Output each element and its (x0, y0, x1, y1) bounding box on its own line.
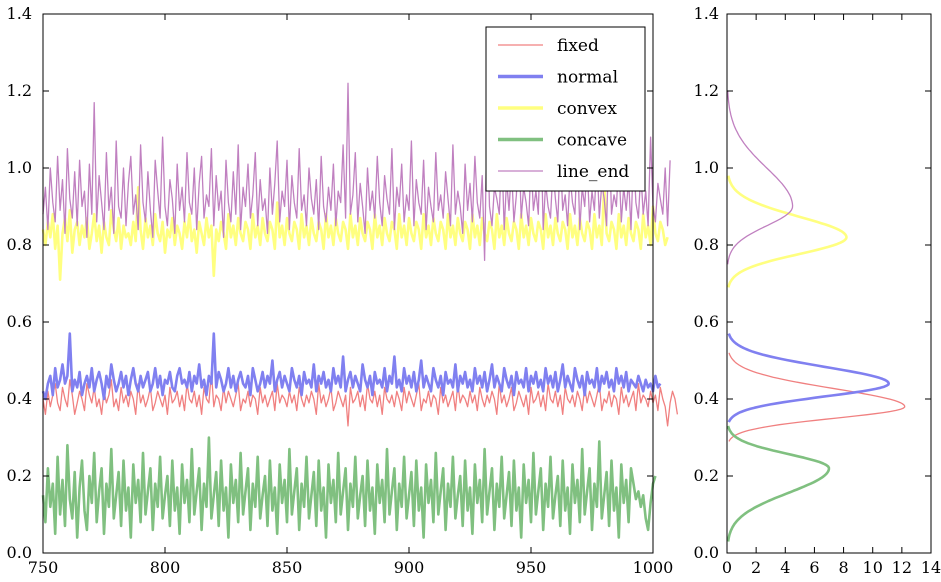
main-series-group (41, 82, 679, 539)
series-line-convex (41, 182, 669, 282)
legend: fixed normal convex concave line_end (485, 26, 646, 192)
y-tick-label: 1.4 (7, 4, 32, 23)
x-tick-label: 900 (394, 558, 425, 577)
y-tick-label: 0.8 (7, 235, 32, 254)
density-x-tick-label: 14 (921, 558, 941, 577)
x-tick-label: 950 (516, 558, 547, 577)
main-plot-frame (42, 13, 654, 554)
density-x-axis: 0 2 4 6 8 10 12 14 (722, 14, 941, 577)
legend-label-line-end: line_end (557, 162, 629, 182)
density-x-tick-label: 0 (722, 558, 732, 577)
density-line-line-end (727, 90, 794, 265)
y-tick-label: 0.6 (7, 312, 32, 331)
density-y-tick-label: 0.2 (694, 466, 719, 485)
density-line-normal (727, 333, 891, 423)
legend-label-convex: convex (557, 99, 617, 119)
series-line-line-end (42, 82, 671, 262)
density-series-group (726, 90, 906, 542)
density-x-tick-label: 6 (809, 558, 819, 577)
density-panel: 0 2 4 6 8 10 12 14 0.0 0.2 0.4 0.6 0.8 1.0 1.2 1.4 (694, 4, 941, 577)
legend-label-normal: normal (557, 68, 618, 88)
y-tick-label: 0.2 (7, 466, 32, 485)
density-line-concave (726, 425, 831, 542)
density-x-tick-label: 10 (863, 558, 883, 577)
main-y-axis: 0.0 0.2 0.4 0.6 0.8 1.0 1.2 1.4 (7, 4, 653, 562)
density-y-tick-label: 0.6 (694, 312, 719, 331)
y-tick-label: 1.2 (7, 81, 32, 100)
density-y-tick-label: 0.8 (694, 235, 719, 254)
density-line-fixed (728, 352, 906, 442)
x-tick-label: 850 (272, 558, 303, 577)
density-y-tick-label: 1.2 (694, 81, 719, 100)
density-x-tick-label: 8 (838, 558, 848, 577)
x-tick-label: 1000 (633, 558, 674, 577)
x-tick-label: 800 (150, 558, 181, 577)
series-line-fixed (42, 371, 679, 427)
density-y-tick-label: 0.0 (694, 543, 719, 562)
density-line-convex (727, 175, 848, 288)
y-tick-label: 0.4 (7, 389, 32, 408)
density-x-tick-label: 2 (751, 558, 761, 577)
x-tick-label: 750 (28, 558, 59, 577)
series-line-concave (41, 436, 657, 539)
density-y-axis: 0.0 0.2 0.4 0.6 0.8 1.0 1.2 1.4 (694, 4, 931, 562)
density-x-tick-label: 4 (780, 558, 790, 577)
density-y-tick-label: 1.0 (694, 158, 719, 177)
density-y-tick-label: 1.4 (694, 4, 719, 23)
density-plot-frame (726, 13, 932, 554)
main-x-axis: 750 800 850 900 950 1000 (28, 14, 674, 577)
main-panel: 750 800 850 900 950 1000 0.0 0.2 0.4 0.6 0.8 1.0 1.… (7, 4, 679, 577)
legend-label-fixed: fixed (557, 36, 599, 56)
density-x-tick-label: 12 (892, 558, 912, 577)
y-tick-label: 1.0 (7, 158, 32, 177)
legend-label-concave: concave (557, 131, 627, 151)
y-tick-label: 0.0 (7, 543, 32, 562)
density-y-tick-label: 0.4 (694, 389, 719, 408)
series-line-normal (41, 332, 662, 401)
